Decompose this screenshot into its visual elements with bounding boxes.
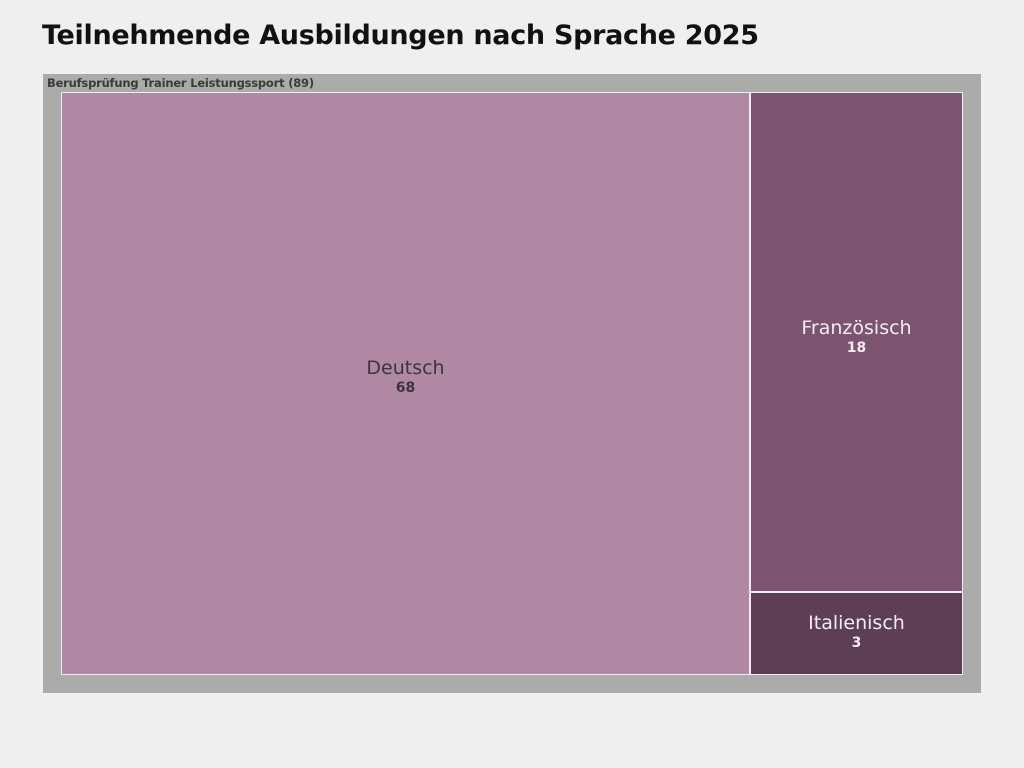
- treemap-cell-italienisch[interactable]: Italienisch 3: [750, 592, 963, 675]
- treemap-group[interactable]: Berufsprüfung Trainer Leistungssport (89…: [43, 74, 981, 693]
- treemap-plot: Deutsch 68 Französisch 18 Italienisch 3: [61, 92, 963, 675]
- cell-value: 3: [851, 634, 862, 651]
- cell-value: 68: [395, 379, 416, 396]
- cell-label: Französisch: [801, 317, 912, 339]
- chart-title: Teilnehmende Ausbildungen nach Sprache 2…: [42, 20, 759, 51]
- treemap-cell-deutsch[interactable]: Deutsch 68: [61, 92, 750, 675]
- cell-value: 18: [846, 340, 867, 356]
- group-label: Berufsprüfung Trainer Leistungssport (89…: [47, 76, 314, 90]
- cell-label: Deutsch: [366, 356, 445, 379]
- treemap-cell-franzoesisch[interactable]: Französisch 18: [750, 92, 963, 592]
- cell-label: Italienisch: [808, 611, 905, 634]
